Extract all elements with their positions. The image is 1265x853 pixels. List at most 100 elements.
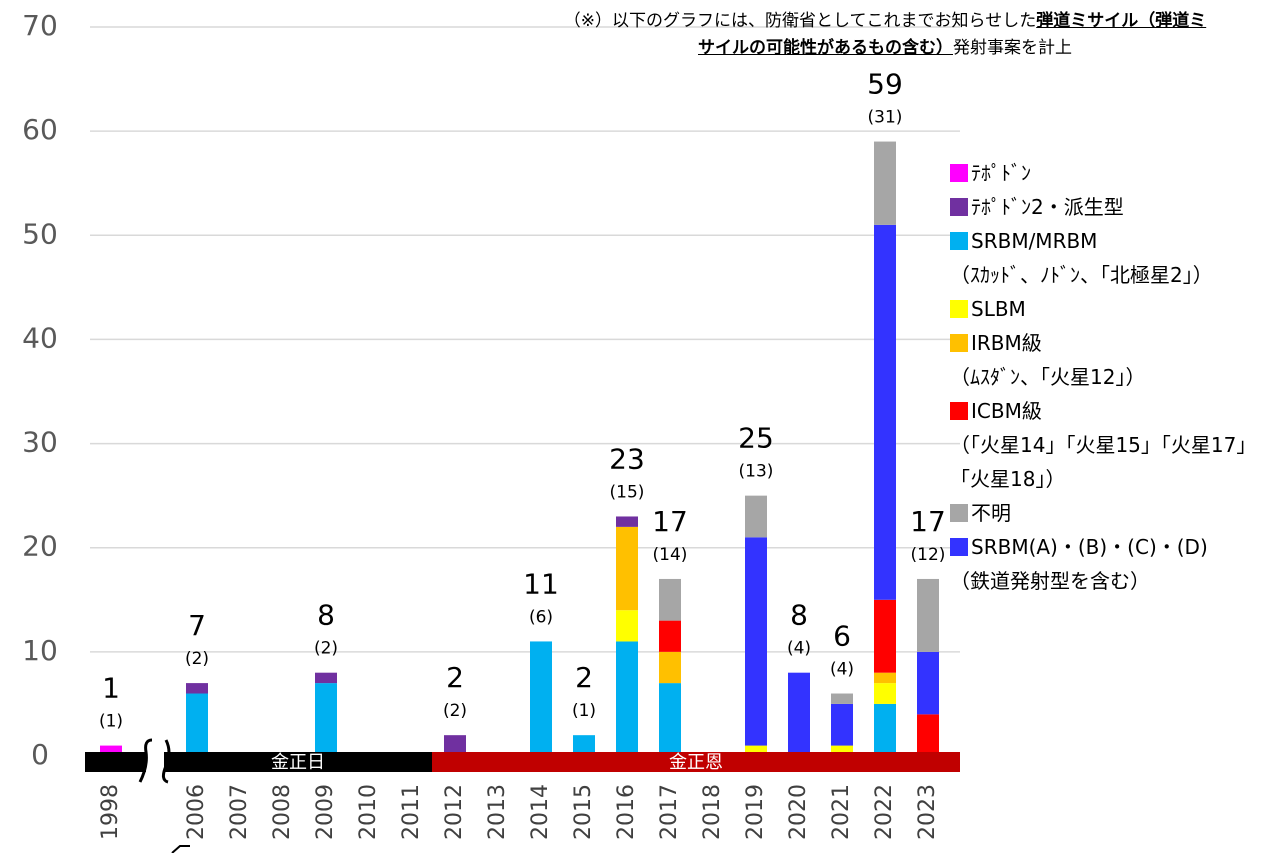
legend-swatch bbox=[950, 334, 968, 352]
bar-segment bbox=[186, 693, 208, 756]
x-tick-label: 1998 bbox=[98, 784, 123, 840]
legend-entry: SLBM bbox=[950, 292, 1262, 326]
x-tick-label: 2021 bbox=[829, 784, 854, 840]
bar-segment bbox=[616, 610, 638, 642]
axis-break bbox=[146, 740, 164, 784]
bar-segment bbox=[186, 683, 208, 694]
bar-segment bbox=[874, 224, 896, 600]
legend-entry: SRBM(A)・(B)・(C)・(D) bbox=[950, 530, 1262, 564]
bar-segment bbox=[315, 683, 337, 756]
era-label: 金正日 bbox=[271, 752, 325, 773]
era-bar bbox=[432, 752, 960, 772]
y-tick-label: 50 bbox=[22, 217, 58, 250]
bar-segment bbox=[616, 526, 638, 611]
legend-note: （鉄道発射型を含む） bbox=[950, 569, 1150, 593]
event-label: (2) bbox=[443, 701, 467, 721]
bar-segment bbox=[659, 578, 681, 621]
x-tick-label: 2023 bbox=[915, 784, 940, 840]
x-tick-label: 2007 bbox=[227, 784, 252, 840]
legend: ﾃﾎﾟﾄﾞﾝ ﾃﾎﾟﾄﾞﾝ2・派生型 SRBM/MRBM （ｽｶｯﾄﾞ、ﾉﾄﾞﾝ、「北… bbox=[950, 156, 1262, 598]
bar-segment bbox=[659, 651, 681, 684]
legend-swatch bbox=[950, 232, 968, 250]
bar-segment bbox=[831, 703, 853, 746]
event-label: (4) bbox=[830, 660, 854, 680]
arrow bbox=[171, 845, 190, 853]
legend-entry: ICBM級 bbox=[950, 394, 1262, 428]
bar-segment bbox=[444, 735, 466, 756]
event-label: (6) bbox=[529, 607, 553, 627]
total-label: 8 bbox=[317, 599, 335, 632]
annotation: （※）以下のグラフには、防衛省としてこれまでお知らせした弾道ミサイル（弾道ミサイ… bbox=[560, 8, 1210, 62]
total-label: 6 bbox=[833, 620, 851, 653]
legend-swatch bbox=[950, 538, 968, 556]
annotation-text: （※）以下のグラフには、防衛省としてこれまでお知らせした bbox=[563, 11, 1037, 31]
bar-segment bbox=[315, 672, 337, 684]
legend-label: 不明 bbox=[971, 501, 1011, 525]
legend-swatch bbox=[950, 402, 968, 420]
bar-segment bbox=[917, 651, 939, 715]
era-bar bbox=[85, 752, 432, 772]
y-tick-label: 40 bbox=[22, 321, 58, 354]
total-label: 25 bbox=[738, 422, 774, 455]
x-tick-label: 2022 bbox=[872, 784, 897, 840]
event-label: (1) bbox=[99, 712, 123, 732]
event-label: (1) bbox=[572, 701, 596, 721]
era-label: 金正恩 bbox=[669, 752, 723, 773]
legend-label: SRBM(A)・(B)・(C)・(D) bbox=[971, 535, 1208, 559]
y-tick-label: 0 bbox=[31, 738, 49, 771]
total-label: 8 bbox=[790, 599, 808, 632]
total-label: 7 bbox=[188, 609, 206, 642]
y-tick-label: 70 bbox=[22, 9, 58, 42]
x-tick-label: 2016 bbox=[614, 784, 639, 840]
x-tick-label: 2010 bbox=[356, 784, 381, 840]
bar-segment bbox=[788, 672, 810, 756]
axis-break bbox=[138, 738, 171, 784]
x-tick-label: 2011 bbox=[399, 784, 424, 840]
bar-segment bbox=[659, 683, 681, 756]
legend-note: （ｽｶｯﾄﾞ、ﾉﾄﾞﾝ、「北極星2」） bbox=[950, 263, 1213, 287]
x-tick-label: 2012 bbox=[442, 784, 467, 840]
legend-entry: IRBM級 bbox=[950, 326, 1262, 360]
total-label: 17 bbox=[910, 505, 946, 538]
bar-segment bbox=[874, 141, 896, 225]
bar-segment bbox=[573, 735, 595, 756]
legend-entry: SRBM/MRBM bbox=[950, 224, 1262, 258]
bar-segment bbox=[616, 641, 638, 756]
annotation-text: 発射事案を計上 bbox=[953, 38, 1072, 58]
event-label: (13) bbox=[739, 462, 774, 482]
event-label: (12) bbox=[911, 545, 946, 565]
bar-segment bbox=[831, 745, 853, 756]
x-tick-label: 2008 bbox=[270, 784, 295, 840]
legend-label: ICBM級 bbox=[971, 399, 1042, 423]
x-tick-label: 2017 bbox=[657, 784, 682, 840]
bar-segment bbox=[616, 516, 638, 527]
legend-label: ﾃﾎﾟﾄﾞﾝ bbox=[971, 161, 1031, 185]
bar-segment bbox=[530, 641, 552, 756]
bar-segment bbox=[874, 703, 896, 756]
annotation-text: 弾道ミサイル（弾道ミサイルの可能性があるもの含む） bbox=[698, 11, 1207, 58]
bar-segment bbox=[745, 495, 767, 538]
x-tick-label: 2020 bbox=[786, 784, 811, 840]
legend-swatch bbox=[950, 198, 968, 216]
y-tick-label: 60 bbox=[22, 113, 58, 146]
event-label: (2) bbox=[314, 639, 338, 659]
legend-entry: 不明 bbox=[950, 496, 1262, 530]
x-tick-label: 2009 bbox=[313, 784, 338, 840]
legend-label: SLBM bbox=[971, 297, 1026, 321]
legend-swatch bbox=[950, 164, 968, 182]
legend-swatch bbox=[950, 300, 968, 318]
total-label: 17 bbox=[652, 505, 688, 538]
legend-note: （ﾑｽﾀﾞﾝ、「火星12」） bbox=[950, 365, 1146, 389]
y-tick-label: 20 bbox=[22, 530, 58, 563]
bar-segment bbox=[659, 620, 681, 652]
legend-note: （「火星14」「火星15」「火星17」「火星18」） bbox=[950, 433, 1257, 491]
x-tick-label: 2013 bbox=[485, 784, 510, 840]
x-tick-label: 2014 bbox=[528, 784, 553, 840]
event-label: (15) bbox=[610, 482, 645, 502]
legend-label: ﾃﾎﾟﾄﾞﾝ2・派生型 bbox=[971, 195, 1124, 219]
event-label: (2) bbox=[185, 649, 209, 669]
bar-segment bbox=[917, 714, 939, 756]
y-tick-label: 10 bbox=[22, 634, 58, 667]
